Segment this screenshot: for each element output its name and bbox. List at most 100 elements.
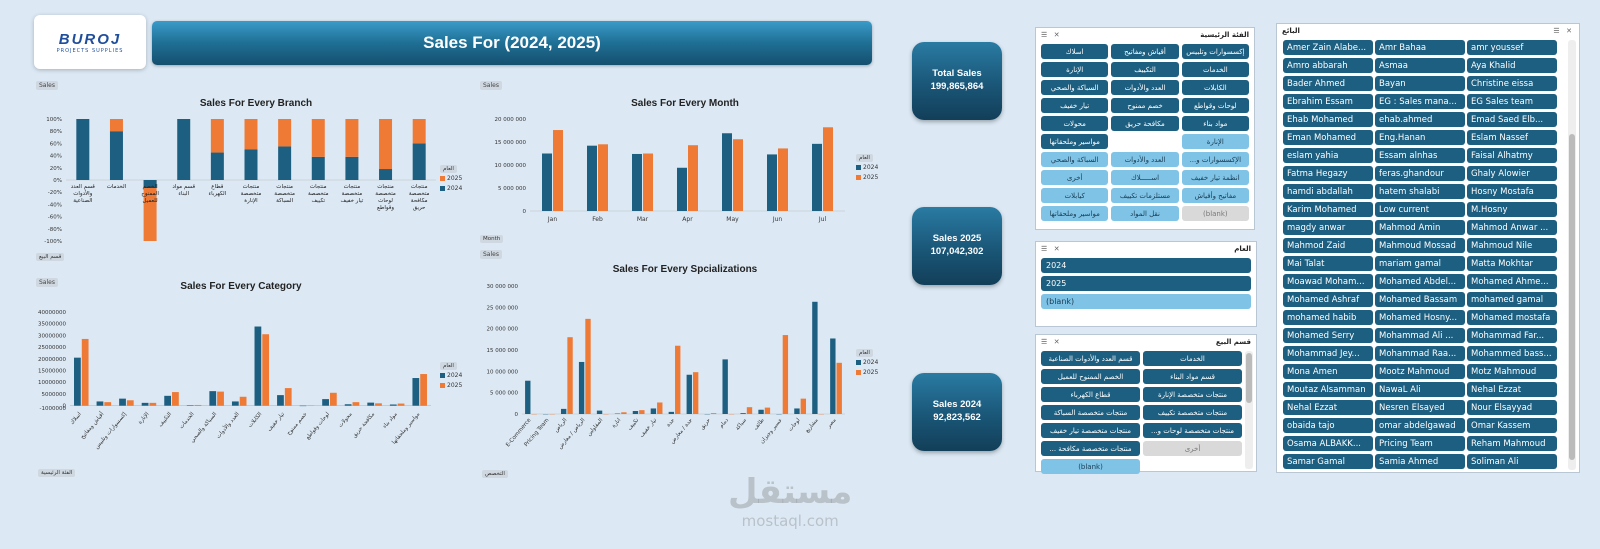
slicer-item-seller[interactable]: Mohammad Ali ... <box>1375 328 1465 343</box>
slicer-item-seller[interactable]: Mahmoud Nile <box>1467 238 1557 253</box>
slicer-item-seller[interactable]: Nesren Elsayed <box>1375 400 1465 415</box>
slicer-item-category[interactable]: الخدمات <box>1181 62 1249 77</box>
slicer-item-category[interactable]: لوحات وقواطع <box>1181 98 1249 113</box>
slicer-item-category[interactable]: تيار خفيف <box>1041 98 1109 113</box>
slicer-item-seller[interactable]: EG Sales team <box>1467 94 1557 109</box>
slicer-item-seller[interactable]: Mohamed Abdel... <box>1375 274 1465 289</box>
slicer-item-seller[interactable]: Mohammed bass... <box>1467 346 1557 361</box>
slicer-item-year[interactable]: 2024 <box>1041 258 1251 273</box>
slicer-item-seller[interactable]: Osama ALBAKK... <box>1283 436 1373 451</box>
slicer-item-category[interactable]: اسلاك <box>1041 44 1109 59</box>
slicer-item-category[interactable]: مكافحة حريق <box>1111 116 1179 131</box>
slicer-item-seller[interactable]: Eslam Nassef <box>1467 130 1557 145</box>
slicer-item-seller[interactable]: Ehab Mohamed <box>1283 112 1373 127</box>
slicer-item-seller[interactable]: NawaL Ali <box>1375 382 1465 397</box>
slicer-item-seller[interactable]: Mohammad Far... <box>1467 328 1557 343</box>
slicer-item-category[interactable]: إكسسوارات وتلبيس <box>1181 44 1249 59</box>
month-filter-button[interactable]: Month <box>480 235 504 243</box>
slicer-item-seller[interactable]: Bader Ahmed <box>1283 76 1373 91</box>
slicer-item-seller[interactable]: Mona Amen <box>1283 364 1373 379</box>
slicer-item-seller[interactable]: Soliman Ali <box>1467 454 1557 469</box>
legend-filter-button[interactable]: العام <box>856 349 873 357</box>
slicer-item-seller[interactable]: mariam gamal <box>1375 256 1465 271</box>
slicer-item-seller[interactable]: Nehal Ezzat <box>1283 400 1373 415</box>
slicer-item-category[interactable]: أقياش ومفاتيح <box>1111 44 1179 59</box>
slicer-item-category[interactable]: العدد والأدوات <box>1111 152 1179 167</box>
slicer-item-seller[interactable]: Bayan <box>1375 76 1465 91</box>
scroll-thumb[interactable] <box>1569 134 1575 460</box>
slicer-item-category[interactable]: مواد بناء <box>1181 116 1249 131</box>
slicer-item-seller[interactable]: amr youssef <box>1467 40 1557 55</box>
slicer-item-seller[interactable]: Mai Talat <box>1283 256 1373 271</box>
sales-tag[interactable]: Sales <box>480 81 502 90</box>
multiselect-clear-icon[interactable]: ☰ ✕ <box>1041 337 1062 346</box>
slicer-item-seller[interactable]: EG : Sales mana... <box>1375 94 1465 109</box>
slicer-item-branch[interactable]: قسم العدد والأدوات الصناعية <box>1041 351 1140 366</box>
slicer-item-category[interactable]: الإنارة <box>1041 62 1109 77</box>
slicer-item-seller[interactable]: Mohamed Ahme... <box>1467 274 1557 289</box>
slicer-item-seller[interactable]: Mohamed Serry <box>1283 328 1373 343</box>
slicer-item-seller[interactable]: M.Hosny <box>1467 202 1557 217</box>
slicer-item-seller[interactable]: eslam yahia <box>1283 148 1373 163</box>
slicer-item-seller[interactable]: Aya Khalid <box>1467 58 1557 73</box>
slicer-item-category[interactable]: (blank) <box>1181 206 1249 221</box>
slicer-item-seller[interactable]: Low current <box>1375 202 1465 217</box>
slicer-item-category[interactable]: خصم ممنوح <box>1111 98 1179 113</box>
spec-filter-button[interactable]: التخصص <box>482 470 508 478</box>
slicer-scrollbar[interactable] <box>1245 351 1253 469</box>
multiselect-clear-icon[interactable]: ☰ ✕ <box>1041 30 1062 39</box>
slicer-item-year[interactable]: 2025 <box>1041 276 1251 291</box>
legend-filter-button[interactable]: العام <box>856 154 873 162</box>
slicer-item-category[interactable]: نقل المواد <box>1111 206 1179 221</box>
slicer-item-seller[interactable]: Essam alnhas <box>1375 148 1465 163</box>
slicer-item-seller[interactable]: Mootz Mahmoud <box>1375 364 1465 379</box>
slicer-item-branch[interactable]: قسم مواد البناء <box>1143 369 1242 384</box>
slicer-item-seller[interactable]: Amr Bahaa <box>1375 40 1465 55</box>
category-filter-button[interactable]: الفئة الرئيسية <box>38 469 76 477</box>
slicer-item-seller[interactable]: Samia Ahmed <box>1375 454 1465 469</box>
slicer-item-seller[interactable]: Nour Elsayyad <box>1467 400 1557 415</box>
slicer-item-seller[interactable]: Eman Mohamed <box>1283 130 1373 145</box>
slicer-item-branch[interactable]: منتجات متخصصة السباكة <box>1041 405 1140 420</box>
slicer-item-seller[interactable]: Eng.Hanan <box>1375 130 1465 145</box>
slicer-item-seller[interactable]: mohamed gamal <box>1467 292 1557 307</box>
sales-tag[interactable]: Sales <box>480 250 502 259</box>
slicer-item-branch[interactable]: منتجات متخصصة لوحات و... <box>1143 423 1242 438</box>
slicer-item-seller[interactable]: Omar Kassem <box>1467 418 1557 433</box>
slicer-item-branch[interactable]: أخرى <box>1143 441 1242 456</box>
slicer-item-branch[interactable]: الخدمات <box>1143 351 1242 366</box>
slicer-item-seller[interactable]: Samar Gamal <box>1283 454 1373 469</box>
slicer-item-seller[interactable]: Karim Mohamed <box>1283 202 1373 217</box>
slicer-item-category[interactable]: اســـــلاك <box>1111 170 1179 185</box>
slicer-item-branch[interactable]: منتجات متخصصة الإنارة <box>1143 387 1242 402</box>
slicer-item-seller[interactable]: Hosny Mostafa <box>1467 184 1557 199</box>
sales-tag[interactable]: Sales <box>36 278 58 287</box>
slicer-item-seller[interactable]: Mohammad Raa... <box>1375 346 1465 361</box>
slicer-item-seller[interactable]: Ghaly Alowier <box>1467 166 1557 181</box>
slicer-item-branch[interactable]: (blank) <box>1041 459 1140 474</box>
slicer-item-seller[interactable]: hatem shalabi <box>1375 184 1465 199</box>
slicer-item-category[interactable]: أخرى <box>1041 170 1109 185</box>
slicer-item-seller[interactable]: Matta Mokhtar <box>1467 256 1557 271</box>
multiselect-clear-icon[interactable]: ☰ ✕ <box>1041 244 1062 253</box>
slicer-item-seller[interactable]: Nehal Ezzat <box>1467 382 1557 397</box>
slicer-item-seller[interactable]: Mahmod Amin <box>1375 220 1465 235</box>
slicer-item-category[interactable]: مواسير وملحقاتها <box>1041 134 1109 149</box>
slicer-item-seller[interactable]: Mohamed Bassam <box>1375 292 1465 307</box>
slicer-item-seller[interactable]: Faisal Alhatmy <box>1467 148 1557 163</box>
slicer-item-branch[interactable]: منتجات متخصصة مكافحة ... <box>1041 441 1140 456</box>
slicer-item-category[interactable]: مفاتيح وأفياش <box>1181 188 1249 203</box>
slicer-item-category[interactable]: السباكة والصحي <box>1041 152 1109 167</box>
slicer-item-seller[interactable]: Pricing Team <box>1375 436 1465 451</box>
slicer-item-category[interactable]: الكابلات <box>1181 80 1249 95</box>
sales-tag[interactable]: Sales <box>36 81 58 90</box>
slicer-scrollbar[interactable] <box>1568 40 1576 470</box>
slicer-item-seller[interactable]: Asmaa <box>1375 58 1465 73</box>
slicer-item-branch[interactable]: قطاع الكهرباء <box>1041 387 1140 402</box>
slicer-item-seller[interactable]: Christine eissa <box>1467 76 1557 91</box>
slicer-item-category[interactable]: انظمة تيار خفيف <box>1181 170 1249 185</box>
slicer-item-seller[interactable]: Moutaz Alsamman <box>1283 382 1373 397</box>
slicer-item-seller[interactable]: Mahmod Zaid <box>1283 238 1373 253</box>
slicer-item-seller[interactable]: Mahmod Anwar ... <box>1467 220 1557 235</box>
slicer-item-seller[interactable]: hamdi abdallah <box>1283 184 1373 199</box>
